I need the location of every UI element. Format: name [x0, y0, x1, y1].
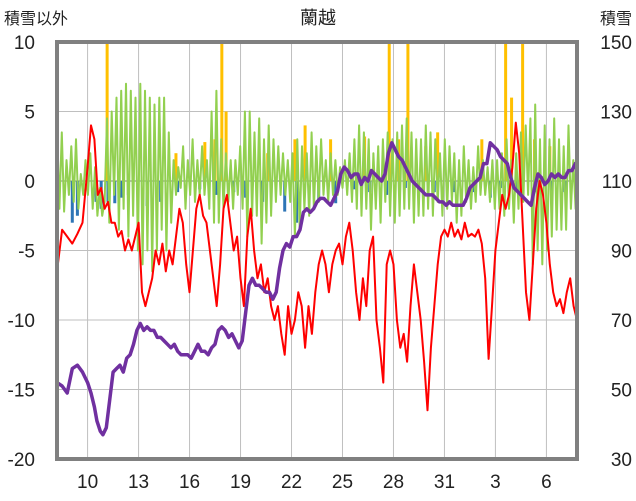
right-tick-label: 30: [611, 450, 632, 471]
left-axis-ticks: 10 5 0 -5 -10 -15 -20: [8, 33, 35, 471]
x-tick-label: 13: [128, 472, 149, 493]
x-tick-label: 25: [332, 472, 353, 493]
left-tick-label: -10: [8, 311, 35, 332]
left-tick-label: 0: [24, 172, 35, 193]
x-tick-label: 3: [490, 472, 501, 493]
snowfall-bar: [220, 42, 224, 181]
snowfall-bar: [203, 142, 207, 181]
snowfall-bar: [303, 125, 307, 181]
x-tick-label: 31: [434, 472, 455, 493]
snowfall-bar: [224, 111, 228, 181]
precip-bar: [70, 181, 74, 223]
left-tick-label: -20: [8, 450, 35, 471]
precip-bar: [352, 181, 356, 190]
chart-title: 蘭越: [300, 8, 336, 29]
left-tick-label: -5: [18, 242, 35, 263]
snow-depth-line: [55, 141, 579, 437]
x-axis-ticks: 10 13 16 19 22 25 28 31 3 6: [77, 472, 552, 493]
snowfall-bar: [406, 42, 410, 181]
snowfall-bar: [174, 153, 178, 181]
snowfall-bar: [510, 97, 514, 181]
precip-bar: [120, 181, 124, 198]
x-tick-label: 16: [179, 472, 200, 493]
precip-bar: [283, 181, 287, 212]
right-axis-label: 積雪: [600, 9, 632, 28]
x-tick-label: 28: [383, 472, 404, 493]
snowfall-bar: [387, 42, 391, 181]
snowfall-bar: [105, 42, 109, 181]
right-tick-label: 70: [611, 311, 632, 332]
snowfall-bar: [293, 139, 297, 181]
right-tick-label: 50: [611, 381, 632, 402]
left-tick-label: 5: [24, 103, 35, 124]
x-tick-label: 6: [541, 472, 552, 493]
right-axis-ticks: 150 130 110 90 70 50 30: [600, 33, 632, 471]
snowfall-bar: [480, 139, 484, 181]
right-tick-label: 150: [600, 33, 632, 54]
x-tick-label: 19: [230, 472, 251, 493]
left-axis-label: 積雪以外: [4, 9, 68, 28]
snowfall-bar: [521, 42, 525, 181]
line-series: [55, 82, 579, 437]
left-tick-label: -15: [8, 381, 35, 402]
x-tick-label: 22: [281, 472, 302, 493]
right-tick-label: 130: [600, 103, 632, 124]
plot-frame: [55, 40, 579, 461]
snowfall-bar: [504, 42, 508, 181]
wind-line: [56, 82, 578, 273]
right-tick-label: 90: [611, 242, 632, 263]
precip-bar: [215, 181, 219, 195]
x-tick-label: 10: [77, 472, 98, 493]
right-tick-label: 110: [602, 172, 632, 193]
temperature-line: [56, 121, 578, 412]
left-tick-label: 10: [14, 33, 35, 54]
snowfall-bar: [436, 132, 440, 181]
